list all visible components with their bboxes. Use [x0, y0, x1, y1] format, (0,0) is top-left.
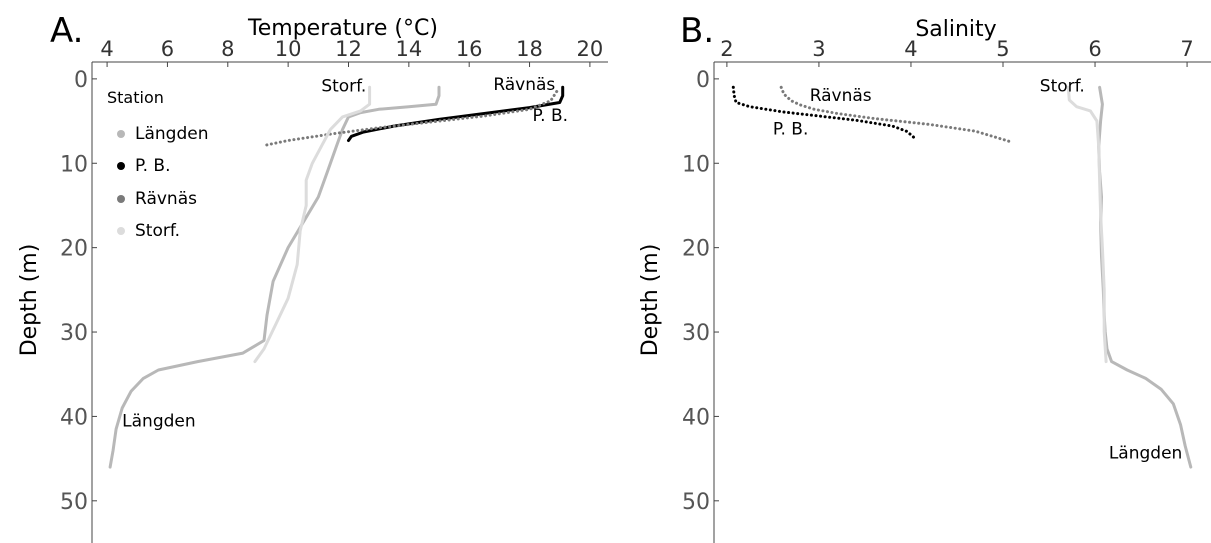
legend-item-pb: P. B. — [117, 156, 170, 176]
temperature-profile-p-b — [347, 85, 565, 142]
profiles-salinity — [731, 85, 1193, 469]
legend-item-ravnas: Rävnäs — [117, 189, 197, 209]
legend-label-langden: Längden — [135, 124, 208, 144]
temperature-x-tick-label: 12 — [335, 37, 362, 61]
salinity-x-tick-label: 3 — [812, 37, 825, 61]
legend-label-storf: Storf. — [135, 221, 180, 241]
temperature-x-tick-label: 20 — [577, 37, 604, 61]
temperature-y-tick-label: 40 — [60, 405, 88, 430]
salinity-y-tick-label: 10 — [682, 152, 710, 177]
salinity-label-storf: Storf. — [1040, 77, 1085, 97]
depth-axis-title-a: Depth (m) — [17, 244, 42, 357]
temperature-y-tick-label: 30 — [60, 321, 88, 346]
temperature-panel: A. Temperature (°C) Depth (m) 4 6 8 10 12 14 1… — [17, 11, 608, 543]
salinity-y-tick-label: 30 — [682, 321, 710, 346]
temperature-label-p-b: P. B. — [533, 106, 568, 126]
salinity-x-tick-label: 5 — [996, 37, 1009, 61]
temperature-x-tick-label: 14 — [395, 37, 422, 61]
temperature-y-tick-label: 10 — [60, 152, 88, 177]
legend-marker-ravnas — [117, 195, 125, 203]
temperature-x-tick-label: 6 — [161, 37, 174, 61]
temperature-x-tick-label: 8 — [221, 37, 234, 61]
temperature-x-tick-label: 10 — [275, 37, 302, 61]
temperature-label-langden: Längden — [122, 412, 195, 432]
legend-title: Station — [107, 88, 164, 107]
salinity-profile-p-b — [731, 85, 918, 142]
temperature-label-storf: Storf. — [321, 77, 366, 97]
panel-letter-b: B. — [680, 11, 714, 51]
salinity-x-tick-label: 7 — [1180, 37, 1193, 61]
station-legend: Station Längden P. B. Rävnäs Storf. — [107, 88, 208, 241]
salinity-x-tick-label: 4 — [904, 37, 917, 61]
salinity-y-tick-label: 40 — [682, 405, 710, 430]
salinity-y-tick-label: 20 — [682, 237, 710, 262]
temperature-x-tick-label: 4 — [100, 37, 113, 61]
temperature-x-tick-label: 18 — [516, 37, 543, 61]
legend-marker-storf — [117, 227, 125, 235]
legend-marker-pb — [117, 162, 125, 170]
ticks-b: 2 3 4 5 6 7 0 10 20 30 40 50 — [682, 37, 1194, 515]
temperature-y-tick-label: 50 — [60, 490, 88, 515]
temperature-x-tick-label: 16 — [456, 37, 483, 61]
legend-label-ravnas: Rävnäs — [135, 189, 197, 209]
temperature-axis-title: Temperature (°C) — [247, 16, 438, 41]
legend-item-langden: Längden — [117, 124, 208, 144]
salinity-y-tick-label: 50 — [682, 490, 710, 515]
temperature-y-tick-label: 0 — [74, 68, 88, 93]
annotations-temperature: Storf. Rävnäs P. B. Längden — [122, 75, 568, 432]
plot-frame-a — [91, 61, 608, 543]
legend-item-storf: Storf. — [117, 221, 180, 241]
legend-label-pb: P. B. — [135, 156, 170, 176]
salinity-y-tick-label: 0 — [696, 68, 710, 93]
salinity-panel: B. Salinity Depth (m) 2 3 4 5 6 701020304050 … — [638, 11, 1211, 543]
plot-frame-b — [713, 61, 1211, 543]
salinity-x-tick-label: 6 — [1088, 37, 1101, 61]
salinity-profile-langden — [1097, 85, 1193, 469]
temperature-profile-ravnas — [262, 90, 559, 147]
temperature-profile-storf — [253, 85, 372, 364]
legend-marker-langden — [117, 130, 125, 138]
temperature-profile-langden — [108, 85, 441, 469]
temperature-label-ravnas: Rävnäs — [493, 75, 555, 95]
salinity-profile-storf — [1066, 85, 1108, 364]
ticks-a: 4 6 8 10 12 14 16 18 20 0 10 20 30 40 50 — [60, 37, 603, 515]
salinity-label-ravnas: Rävnäs — [810, 86, 872, 106]
depth-axis-title-b: Depth (m) — [638, 244, 663, 357]
panel-letter-a: A. — [50, 11, 83, 51]
salinity-label-langden: Längden — [1109, 444, 1182, 464]
temperature-y-tick-label: 20 — [60, 237, 88, 262]
salinity-x-tick-label: 2 — [720, 37, 733, 61]
salinity-profile-ravnas — [779, 85, 1014, 144]
profiles-temperature — [108, 85, 565, 469]
salinity-label-p-b: P. B. — [773, 120, 808, 140]
salinity-axis-title: Salinity — [915, 17, 996, 42]
